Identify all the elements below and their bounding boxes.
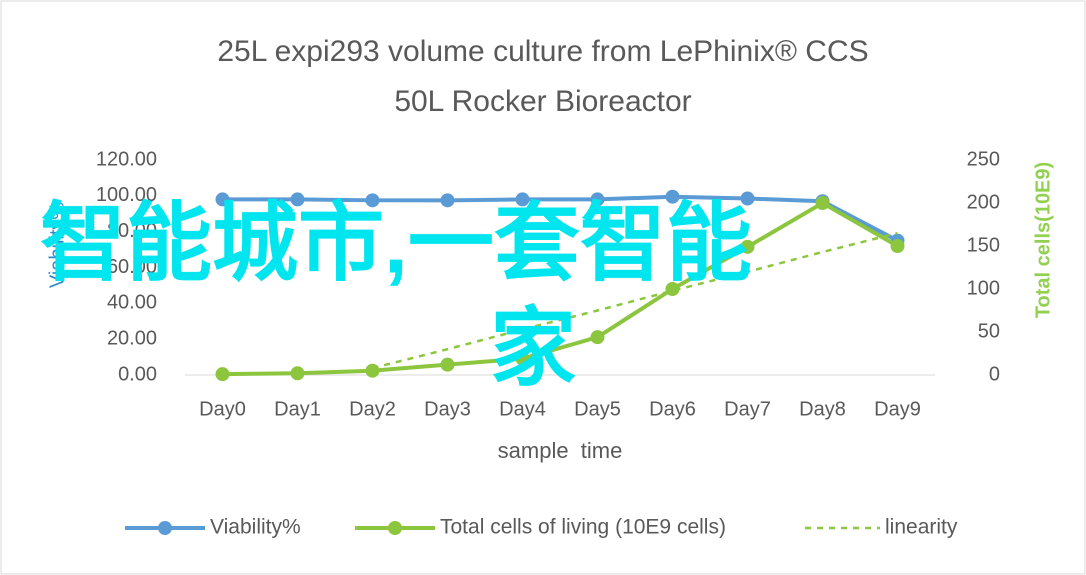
x-tick-label: Day2 bbox=[349, 398, 396, 420]
legend-marker bbox=[388, 521, 402, 535]
y2-tick-label: 50 bbox=[978, 320, 1000, 342]
y2-tick-label: 250 bbox=[967, 148, 1000, 170]
y-tick-label: 60.00 bbox=[107, 256, 157, 278]
y-tick-label: 120.00 bbox=[96, 148, 157, 170]
x-tick-label: Day6 bbox=[649, 398, 696, 420]
x-tick-label: Day3 bbox=[424, 398, 471, 420]
data-point bbox=[515, 192, 530, 207]
data-point bbox=[740, 239, 755, 254]
chart-title: 25L expi293 volume culture from LePhinix… bbox=[217, 35, 868, 68]
plot-area: 0.00 20.00 40.00 60.00 80.00 100.00 120.00 0 50 1… bbox=[96, 148, 1000, 420]
x-tick-label: Day4 bbox=[499, 398, 546, 420]
series-line bbox=[222, 194, 899, 243]
data-point bbox=[740, 191, 755, 206]
data-point bbox=[290, 366, 305, 381]
x-axis-title: sample time bbox=[498, 438, 623, 463]
x-tick-label: Day0 bbox=[199, 398, 246, 420]
x-tick-label: Day8 bbox=[799, 398, 846, 420]
x-tick-label: Day7 bbox=[724, 398, 771, 420]
y-tick-label: 100.00 bbox=[96, 184, 157, 206]
y2-axis-title: Total cells(10E9) bbox=[1032, 162, 1054, 318]
legend-label: Total cells of living (10E9 cells) bbox=[440, 516, 726, 539]
y-tick-label: 20.00 bbox=[107, 327, 157, 349]
x-tick-label: Day9 bbox=[874, 398, 921, 420]
data-point bbox=[365, 193, 380, 208]
data-point bbox=[215, 192, 230, 207]
legend-marker bbox=[158, 521, 172, 535]
legend-label: Viability% bbox=[210, 516, 301, 539]
x-tick-label: Day1 bbox=[274, 398, 321, 420]
watermark-text: 家 bbox=[490, 301, 576, 397]
y2-tick-label: 150 bbox=[967, 234, 1000, 256]
y2-tick-label: 0 bbox=[989, 363, 1000, 385]
y2-tick-label: 200 bbox=[967, 191, 1000, 213]
data-point bbox=[290, 192, 305, 207]
data-point bbox=[440, 193, 455, 208]
series-line bbox=[222, 200, 899, 377]
legend-label: linearity bbox=[885, 516, 958, 539]
y-tick-label: 0.00 bbox=[118, 363, 157, 385]
chart-title: 50L Rocker Bioreactor bbox=[394, 85, 691, 118]
y-axis-title: Viability% bbox=[46, 202, 68, 289]
data-point bbox=[890, 239, 905, 253]
x-tick-label: Day5 bbox=[574, 398, 621, 420]
legend: Viability% Total cells of living (10E9 ce… bbox=[125, 516, 958, 539]
data-point bbox=[590, 330, 605, 345]
data-point bbox=[215, 367, 230, 382]
data-point bbox=[590, 192, 605, 207]
data-point bbox=[815, 196, 830, 210]
data-point bbox=[440, 357, 455, 372]
y-tick-label: 40.00 bbox=[107, 292, 157, 314]
y2-tick-label: 100 bbox=[967, 277, 1000, 299]
data-point bbox=[665, 189, 680, 204]
watermark-text: 智能城市,一套智能 bbox=[40, 196, 752, 292]
y-tick-label: 80.00 bbox=[107, 220, 157, 242]
data-point bbox=[515, 351, 530, 366]
